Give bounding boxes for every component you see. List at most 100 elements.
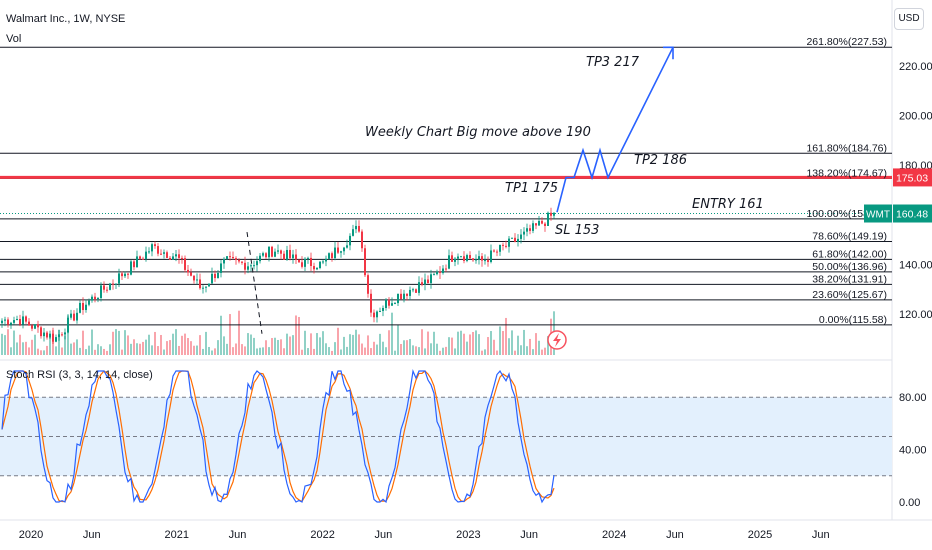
- note-tp1[interactable]: TP1 175: [505, 181, 558, 196]
- note-tp3[interactable]: TP3 217: [586, 55, 640, 70]
- candle-body: [187, 269, 189, 273]
- volume-bar: [478, 334, 480, 355]
- volume-bar: [58, 329, 60, 355]
- volume-bar: [448, 337, 450, 355]
- volume-bar: [442, 347, 444, 355]
- volume-bar: [538, 340, 540, 355]
- candle-body: [55, 337, 57, 342]
- volume-bar: [466, 341, 468, 355]
- volume-bar: [283, 348, 285, 355]
- symbol-title[interactable]: Walmart Inc., 1W, NYSE: [6, 13, 126, 25]
- price-tick-label: 140.00: [899, 259, 932, 271]
- volume-bar: [226, 343, 228, 355]
- volume-bar: [262, 347, 264, 355]
- candle-body: [403, 293, 405, 300]
- volume-label[interactable]: Vol: [6, 33, 22, 45]
- volume-bar: [127, 335, 129, 355]
- lightning-icon[interactable]: [547, 330, 567, 350]
- note-tp2[interactable]: TP2 186: [634, 153, 687, 168]
- candle-body: [418, 282, 420, 293]
- candle-body: [256, 261, 258, 266]
- note-headline[interactable]: Weekly Chart Big move above 190: [365, 125, 591, 140]
- volume-bar: [394, 350, 396, 355]
- volume-bar: [532, 349, 534, 355]
- candle-body: [397, 293, 399, 304]
- volume-bar: [403, 340, 405, 355]
- volume-bar: [211, 350, 213, 355]
- volume-bar: [217, 340, 219, 355]
- volume-bar: [91, 329, 93, 355]
- candle-body: [88, 300, 90, 305]
- target-projection-path[interactable]: [556, 46, 674, 213]
- volume-bar: [295, 315, 297, 355]
- candle-body: [400, 293, 402, 300]
- volume-bar: [124, 330, 126, 355]
- candle-body: [127, 273, 129, 275]
- time-tick-label: Jun: [520, 529, 538, 541]
- note-sl[interactable]: SL 153: [555, 223, 599, 238]
- volume-bar: [496, 350, 498, 355]
- dashed-trendline[interactable]: [246, 231, 263, 334]
- volume-bar: [499, 326, 501, 355]
- candle-body: [202, 287, 204, 289]
- candle-body: [445, 268, 447, 270]
- candle-body: [241, 261, 243, 263]
- stoch-rsi-lines: [1, 369, 555, 504]
- candle-body: [532, 223, 534, 231]
- candle-body: [463, 256, 465, 261]
- volume-bar: [223, 336, 225, 355]
- candle-body: [277, 250, 279, 252]
- candle-body: [130, 261, 132, 275]
- volume-bar: [301, 349, 303, 355]
- time-tick-label: 2022: [310, 529, 334, 541]
- volume-bar: [316, 333, 318, 355]
- projection-line[interactable]: [556, 46, 674, 213]
- candle-body: [229, 256, 231, 258]
- oscillator-axis[interactable]: 80.00 40.00 0.00: [899, 392, 927, 509]
- candle-body: [388, 299, 390, 306]
- volume-bar: [43, 350, 45, 355]
- candle-body: [37, 324, 39, 328]
- price-tick-label: 120.00: [899, 309, 932, 321]
- candle-body: [370, 293, 372, 313]
- volume-bar: [427, 331, 429, 355]
- volume-bar: [514, 350, 516, 355]
- volume-bar: [307, 348, 309, 355]
- candle-body: [286, 249, 288, 260]
- volume-bar: [481, 350, 483, 355]
- volume-bar: [511, 330, 513, 355]
- candle-body: [439, 271, 441, 274]
- volume-bar: [106, 350, 108, 355]
- candle-body: [523, 231, 525, 235]
- candle-body: [376, 311, 378, 318]
- candle-body: [328, 253, 330, 259]
- oscillator-title[interactable]: Stoch RSI (3, 3, 14, 14, close): [6, 369, 153, 381]
- candle-body: [343, 247, 345, 252]
- candle-body: [505, 245, 507, 247]
- volume-bar: [166, 341, 168, 355]
- time-axis[interactable]: 2020 Jun 2021 Jun 2022 Jun 2023 Jun 2024 Jun 2025 J…: [19, 529, 830, 541]
- volume-bar: [385, 347, 387, 355]
- candle-body: [409, 289, 411, 296]
- candle-body: [157, 246, 159, 254]
- dashed-line[interactable]: [246, 231, 263, 334]
- volume-bar: [136, 343, 138, 355]
- annotation-layer[interactable]: TP3 217 Weekly Chart Big move above 190 …: [365, 55, 764, 238]
- currency-button[interactable]: USD: [894, 8, 924, 30]
- note-entry[interactable]: ENTRY 161: [692, 197, 764, 212]
- volume-bar: [412, 345, 414, 355]
- volume-bar: [157, 346, 159, 355]
- volume-bar: [31, 339, 33, 355]
- candle-body: [427, 279, 429, 284]
- volume-bar: [397, 324, 399, 355]
- candle-body: [292, 254, 294, 259]
- candle-body: [181, 257, 183, 259]
- candle-body: [349, 235, 351, 246]
- fib-level-label: 161.80%(184.76): [806, 142, 887, 154]
- volume-bar: [523, 329, 525, 355]
- candle-body: [271, 246, 273, 257]
- volume-bar: [430, 343, 432, 355]
- volume-bar: [133, 339, 135, 355]
- candle-body: [301, 262, 303, 267]
